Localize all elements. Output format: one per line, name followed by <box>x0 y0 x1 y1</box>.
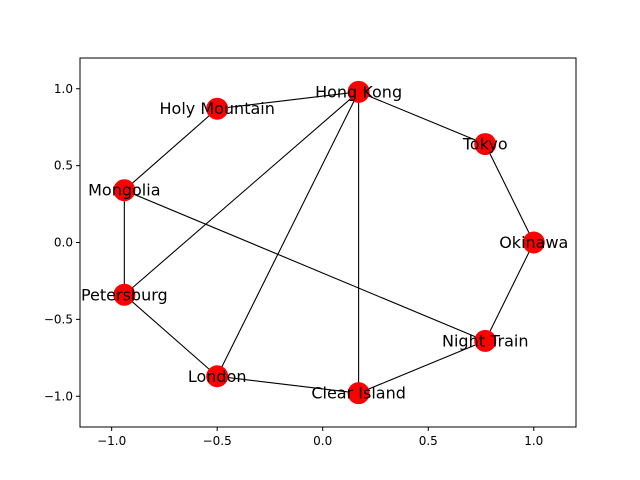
x-tick-label: 1.0 <box>524 434 543 448</box>
y-tick-label: 0.0 <box>54 236 73 250</box>
node-label-night-train: Night Train <box>442 331 528 350</box>
nodes-layer <box>113 80 545 405</box>
x-tick-label: 0.5 <box>419 434 438 448</box>
node-tokyo <box>474 133 497 156</box>
edge-okinawa-night-train <box>484 242 535 342</box>
node-label-petersburg: Petersburg <box>81 285 168 304</box>
node-petersburg <box>113 283 136 306</box>
x-tick-label: −1.0 <box>97 434 126 448</box>
edge-london-petersburg <box>123 294 218 377</box>
edge-mongolia-night-train <box>124 189 486 342</box>
edge-mongolia-holy-mountain <box>123 108 218 191</box>
edge-holy-mountain-hong-kong <box>217 91 359 110</box>
node-labels-layer: Hong Kong Tokyo Okinawa Night Train Clear Is… <box>81 82 568 402</box>
y-tick-label: −0.5 <box>44 312 73 326</box>
node-holy-mountain <box>206 97 229 120</box>
axes-layer: −1.0 −0.5 0.0 0.5 1.0 −1.0 −0.5 0.0 0.5 1.0 <box>44 57 577 448</box>
node-label-hong-kong: Hong Kong <box>315 82 402 101</box>
y-tick-label: −1.0 <box>44 389 73 403</box>
node-label-okinawa: Okinawa <box>499 233 568 252</box>
node-label-mongolia: Mongolia <box>88 181 160 200</box>
y-tick-label: 1.0 <box>54 82 73 96</box>
node-label-tokyo: Tokyo <box>462 135 508 154</box>
x-tick-label: −0.5 <box>203 434 232 448</box>
node-label-london: London <box>188 367 247 386</box>
y-tick-label: 0.5 <box>54 159 73 173</box>
node-okinawa <box>522 231 545 254</box>
edge-hong-kong-london <box>216 91 360 377</box>
edge-clear-island-london <box>217 375 359 394</box>
edge-night-train-clear-island <box>358 340 486 394</box>
node-mongolia <box>113 179 136 202</box>
edge-tokyo-okinawa <box>484 143 535 243</box>
edges-layer <box>123 91 535 394</box>
edge-hong-kong-petersburg <box>123 91 359 296</box>
edge-hong-kong-tokyo <box>358 91 486 145</box>
node-hong-kong <box>347 80 370 103</box>
node-label-clear-island: Clear Island <box>311 384 406 403</box>
node-london <box>206 365 229 388</box>
x-tick-label: 0.0 <box>313 434 332 448</box>
node-night-train <box>474 329 497 352</box>
node-clear-island <box>347 382 370 405</box>
node-label-holy-mountain: Holy Mountain <box>160 99 275 118</box>
